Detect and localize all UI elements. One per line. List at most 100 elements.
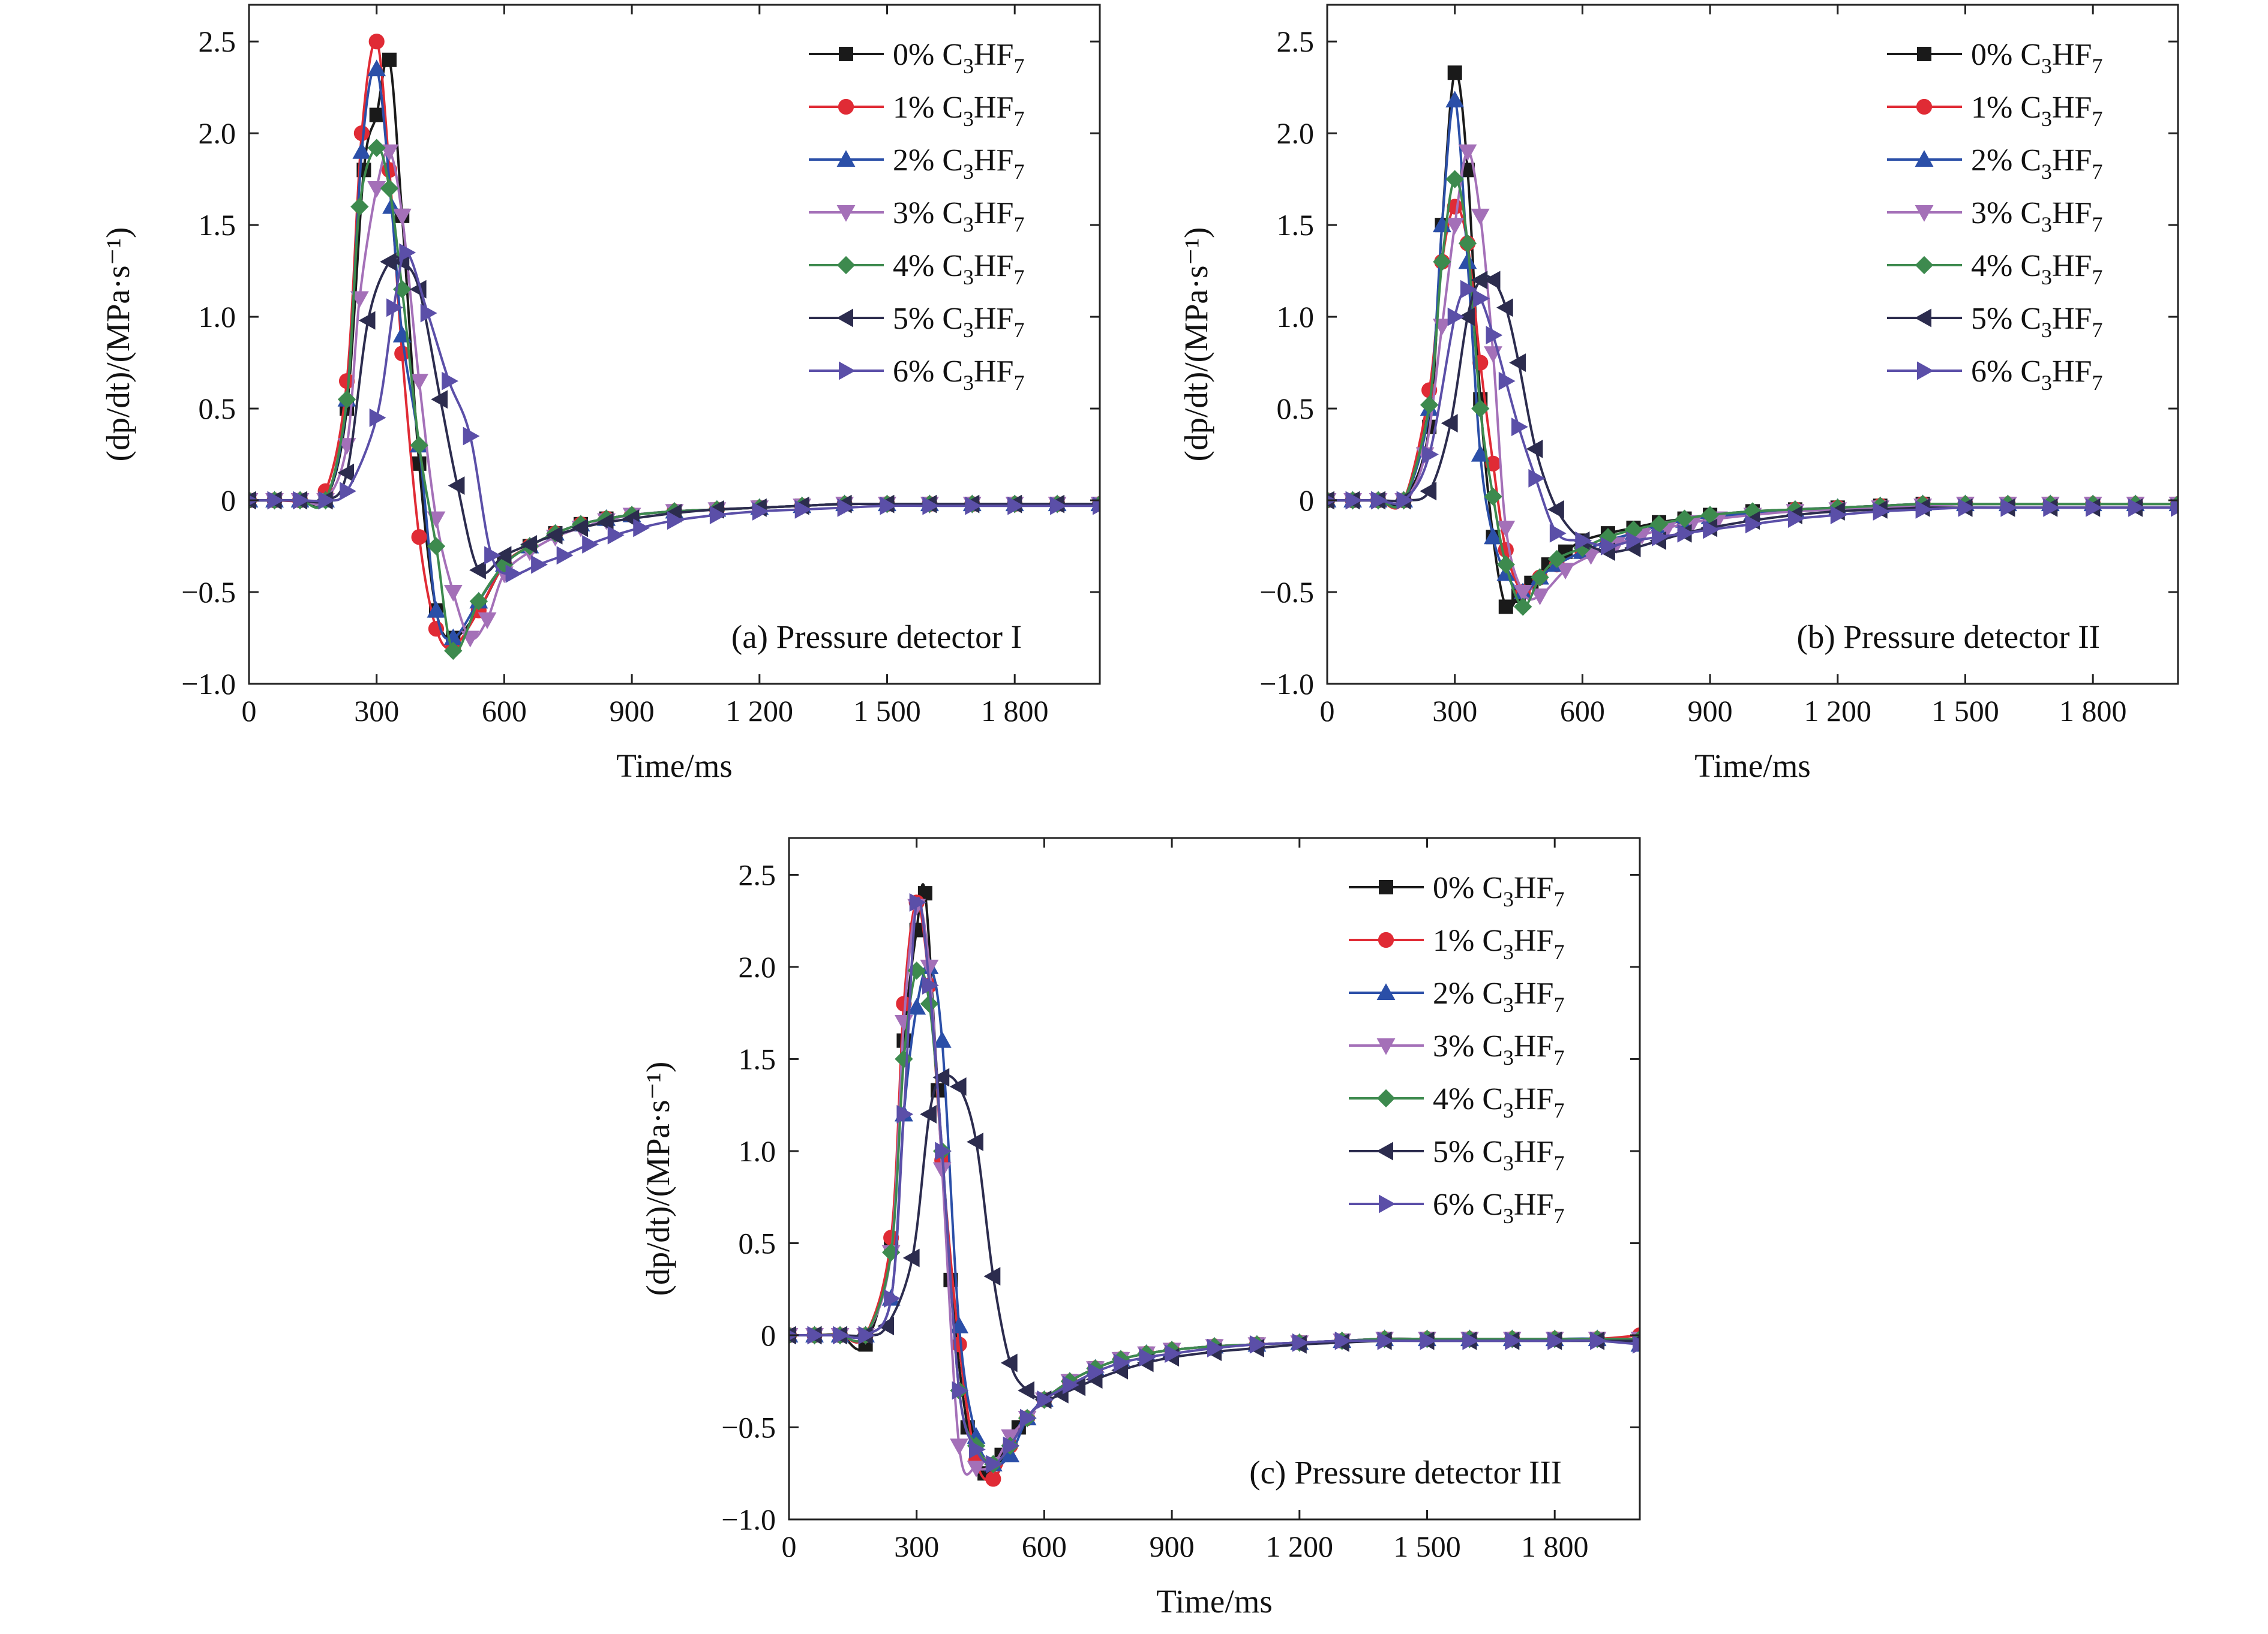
x-axis-title: Time/ms [1694,747,1811,784]
data-point [1498,599,1513,614]
legend-marker [836,256,856,275]
y-tick-label: 0.5 [739,1226,776,1260]
legend-label: 0% C3HF7 [1433,871,1564,911]
y-tick-label: 1.0 [739,1134,776,1168]
y-axis-title: (dp/dt)/(MPa·s⁻¹) [1178,227,1214,462]
series-line [789,897,1640,1465]
data-point [267,491,284,510]
data-point [884,1289,901,1308]
data-point [293,491,310,510]
y-tick-label: 2.5 [199,25,236,58]
data-point [369,107,384,122]
data-point [463,426,480,446]
data-point [1460,280,1477,299]
data-point [633,518,650,537]
data-point [877,1317,895,1336]
x-tick-label: 600 [1560,694,1605,728]
y-tick-label: 2.0 [739,950,776,984]
data-point [896,1105,914,1124]
data-point [1069,1377,1086,1396]
y-tick-label: −1.0 [721,1503,776,1536]
data-point [837,498,854,517]
y-tick-label: −0.5 [1259,575,1314,609]
y-tick-label: −0.5 [721,1410,776,1444]
series-4 [1327,170,2178,616]
data-point [1458,234,1477,253]
panel-label: (a) Pressure detector I [731,618,1022,655]
data-point [352,142,371,159]
legend-marker [836,205,856,222]
data-point [505,564,523,583]
legend-marker [1376,1038,1396,1055]
x-tick-label: 1 200 [726,694,794,728]
series-line [249,40,1100,650]
data-point [986,1455,1003,1474]
legend: 0% C3HF7 1% C3HF7 2% C3HF7 3% C3HF7 4% C3HF7… [1349,871,1564,1228]
data-point [858,1326,875,1345]
data-point [1484,527,1502,545]
data-point [1486,326,1503,345]
data-point [1600,537,1618,555]
series-6 [1327,280,2178,555]
data-point [337,390,356,408]
data-point [484,546,501,565]
x-tick-label: 1 800 [2059,694,2127,728]
data-point [807,1326,824,1345]
series-6 [249,243,1100,583]
legend-marker [1917,361,1934,380]
y-tick-label: 0 [761,1318,776,1352]
y-tick-label: −1.0 [181,667,236,701]
data-point [448,476,465,495]
legend-label: 0% C3HF7 [1971,38,2102,78]
chart-panel-1: 0 300 600 900 1 200 1 500 1 800 −1.0 −0.5 0 0.5 1.0… [100,4,1101,784]
data-point [880,496,897,515]
data-point [353,125,370,142]
data-point [427,600,446,618]
x-tick-label: 900 [1688,694,1733,728]
data-point [369,408,386,427]
legend-label: 6% C3HF7 [1971,355,2102,395]
data-point [1915,500,1933,519]
data-point [1873,501,1890,521]
x-tick-label: 1 800 [981,694,1049,728]
data-point [1445,91,1465,108]
data-point [1590,1331,1607,1350]
data-point [337,463,355,482]
legend-marker [1916,98,1933,115]
data-point [1088,1362,1105,1381]
data-point [469,560,486,579]
data-point [1511,417,1528,437]
data-point [1292,1333,1309,1352]
legend-label: 3% C3HF7 [1971,196,2102,236]
x-tick-label: 1 200 [1266,1530,1334,1563]
data-point [1114,1353,1130,1372]
data-point [1677,524,1694,543]
legend-label: 3% C3HF7 [1433,1029,1564,1070]
data-point [392,208,412,226]
data-point [1652,527,1669,546]
legend-label: 2% C3HF7 [1971,143,2102,184]
data-point [469,592,488,611]
legend-label: 4% C3HF7 [893,249,1024,289]
data-point [1447,65,1462,80]
data-point [1458,252,1477,269]
data-point [1484,487,1502,506]
data-point [399,243,416,262]
data-point [1433,253,1451,271]
y-axis-title: (dp/dt)/(MPa·s⁻¹) [100,227,136,462]
data-point [909,893,926,912]
data-point [932,1068,950,1087]
data-point [1509,353,1526,373]
data-point [318,491,335,510]
data-point [2043,498,2060,517]
y-tick-label: 1.5 [1277,208,1315,242]
legend-marker [838,98,854,115]
data-point [1165,1344,1181,1363]
legend-label: 2% C3HF7 [893,143,1024,184]
data-point [410,436,428,455]
data-point [1483,271,1501,290]
x-tick-label: 900 [610,694,655,728]
data-point [1471,399,1490,418]
data-point [2171,498,2178,517]
